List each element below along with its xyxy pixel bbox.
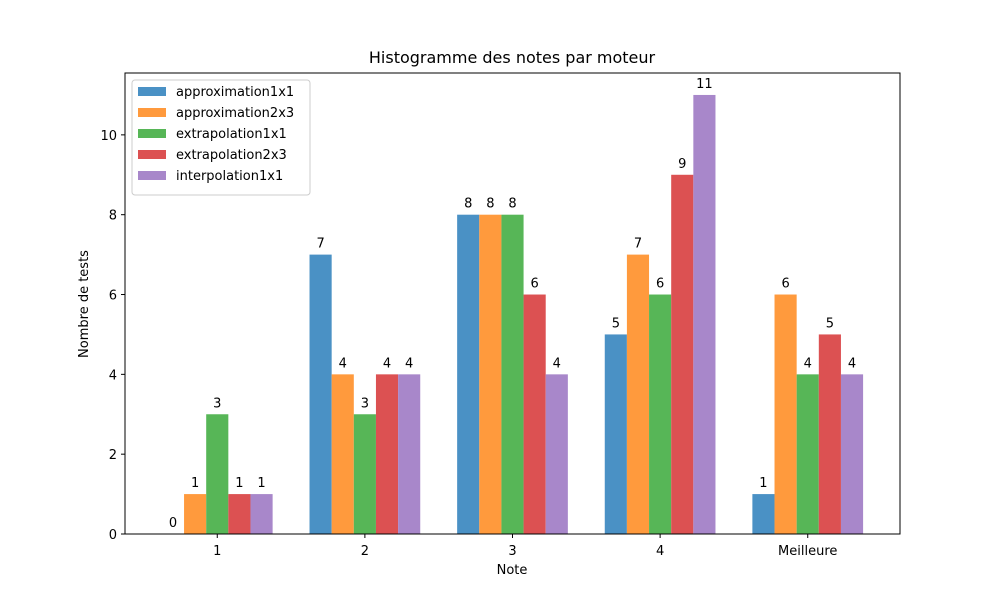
data-label-extrapolation1x1-meilleure: 4 xyxy=(804,356,812,371)
data-label-interpolation1x1-4: 11 xyxy=(696,77,713,92)
data-label-extrapolation2x3-1: 1 xyxy=(235,476,243,491)
bar-approximation1x1-meilleure xyxy=(752,494,775,534)
data-label-extrapolation2x3-2: 4 xyxy=(383,356,391,371)
legend-label-interpolation1x1: interpolation1x1 xyxy=(176,169,283,184)
legend-label-extrapolation1x1: extrapolation1x1 xyxy=(176,127,287,142)
data-label-extrapolation1x1-4: 6 xyxy=(656,277,664,292)
x-tick-label: 4 xyxy=(656,544,664,559)
bar-approximation1x1-3 xyxy=(457,214,480,535)
data-label-approximation1x1-3: 8 xyxy=(464,197,472,212)
legend-swatch-interpolation1x1 xyxy=(138,171,166,180)
bar-extrapolation1x1-meilleure xyxy=(796,374,819,534)
bar-extrapolation1x1-3 xyxy=(501,214,524,535)
bar-interpolation1x1-4 xyxy=(693,94,716,534)
data-label-approximation2x3-4: 7 xyxy=(634,237,642,252)
data-label-interpolation1x1-meilleure: 4 xyxy=(848,356,856,371)
bar-approximation2x3-2 xyxy=(331,374,354,534)
bar-interpolation1x1-3 xyxy=(545,374,568,534)
bar-interpolation1x1-1 xyxy=(250,494,273,534)
y-tick-label: 8 xyxy=(109,209,117,224)
data-label-extrapolation2x3-4: 9 xyxy=(678,157,686,172)
bar-approximation2x3-meilleure xyxy=(774,294,797,534)
legend-label-approximation2x3: approximation2x3 xyxy=(176,106,294,121)
legend-frame xyxy=(131,79,311,196)
data-label-extrapolation2x3-meilleure: 5 xyxy=(826,316,834,331)
bar-extrapolation2x3-4 xyxy=(671,174,694,534)
data-label-approximation1x1-1: 0 xyxy=(169,516,177,531)
y-tick-label: 2 xyxy=(109,448,117,463)
data-label-approximation2x3-3: 8 xyxy=(486,197,494,212)
bar-extrapolation1x1-1 xyxy=(206,414,229,534)
bar-approximation1x1-2 xyxy=(309,254,332,534)
y-axis-label: Nombre de tests xyxy=(77,250,92,358)
bar-extrapolation1x1-2 xyxy=(353,414,376,534)
y-tick-label: 4 xyxy=(109,368,117,383)
data-label-extrapolation1x1-3: 8 xyxy=(508,197,516,212)
bar-approximation2x3-4 xyxy=(626,254,650,534)
legend-label-extrapolation2x3: extrapolation2x3 xyxy=(176,148,287,163)
x-tick-label: 1 xyxy=(213,544,221,559)
x-tick-label: 2 xyxy=(361,544,369,559)
bar-extrapolation2x3-3 xyxy=(523,294,546,534)
bar-extrapolation2x3-2 xyxy=(375,374,399,534)
legend-swatch-approximation2x3 xyxy=(138,108,166,117)
x-tick-label: Meilleure xyxy=(778,544,837,559)
y-tick-label: 0 xyxy=(109,528,117,543)
bar-extrapolation2x3-meilleure xyxy=(818,334,841,534)
legend-swatch-approximation1x1 xyxy=(138,87,166,96)
bars-group xyxy=(184,94,864,535)
x-tick-label: 3 xyxy=(508,544,516,559)
y-tick-label: 6 xyxy=(109,289,117,304)
data-label-approximation1x1-2: 7 xyxy=(316,237,324,252)
legend: approximation1x1 approximation2x3 extrapol… xyxy=(131,79,311,196)
data-label-extrapolation1x1-1: 3 xyxy=(213,396,221,411)
bar-approximation2x3-1 xyxy=(184,494,207,534)
legend-swatch-extrapolation1x1 xyxy=(138,129,166,138)
data-label-extrapolation1x1-2: 3 xyxy=(361,396,369,411)
y-tick-label: 10 xyxy=(100,129,117,144)
data-label-approximation2x3-1: 1 xyxy=(191,476,199,491)
legend-swatch-extrapolation2x3 xyxy=(138,150,166,159)
bar-approximation2x3-3 xyxy=(479,214,502,535)
data-label-interpolation1x1-2: 4 xyxy=(405,356,413,371)
data-label-approximation1x1-meilleure: 1 xyxy=(759,476,767,491)
data-label-interpolation1x1-3: 4 xyxy=(553,356,561,371)
data-label-extrapolation2x3-3: 6 xyxy=(531,277,539,292)
legend-label-approximation1x1: approximation1x1 xyxy=(176,85,294,100)
bar-interpolation1x1-2 xyxy=(398,374,421,534)
x-axis-label: Note xyxy=(497,563,528,578)
bar-extrapolation2x3-1 xyxy=(228,494,251,534)
y-axis: 0 2 4 6 8 10 xyxy=(100,129,125,543)
data-label-interpolation1x1-1: 1 xyxy=(257,476,265,491)
data-label-approximation2x3-2: 4 xyxy=(339,356,347,371)
bar-approximation1x1-4 xyxy=(604,334,627,534)
bar-extrapolation1x1-4 xyxy=(649,294,672,534)
data-label-approximation2x3-meilleure: 6 xyxy=(781,277,789,292)
chart-title: Histogramme des notes par moteur xyxy=(369,48,656,67)
x-axis: 1 2 3 4 Meilleure xyxy=(213,534,837,559)
bar-interpolation1x1-meilleure xyxy=(840,374,864,534)
data-label-approximation1x1-4: 5 xyxy=(612,316,620,331)
